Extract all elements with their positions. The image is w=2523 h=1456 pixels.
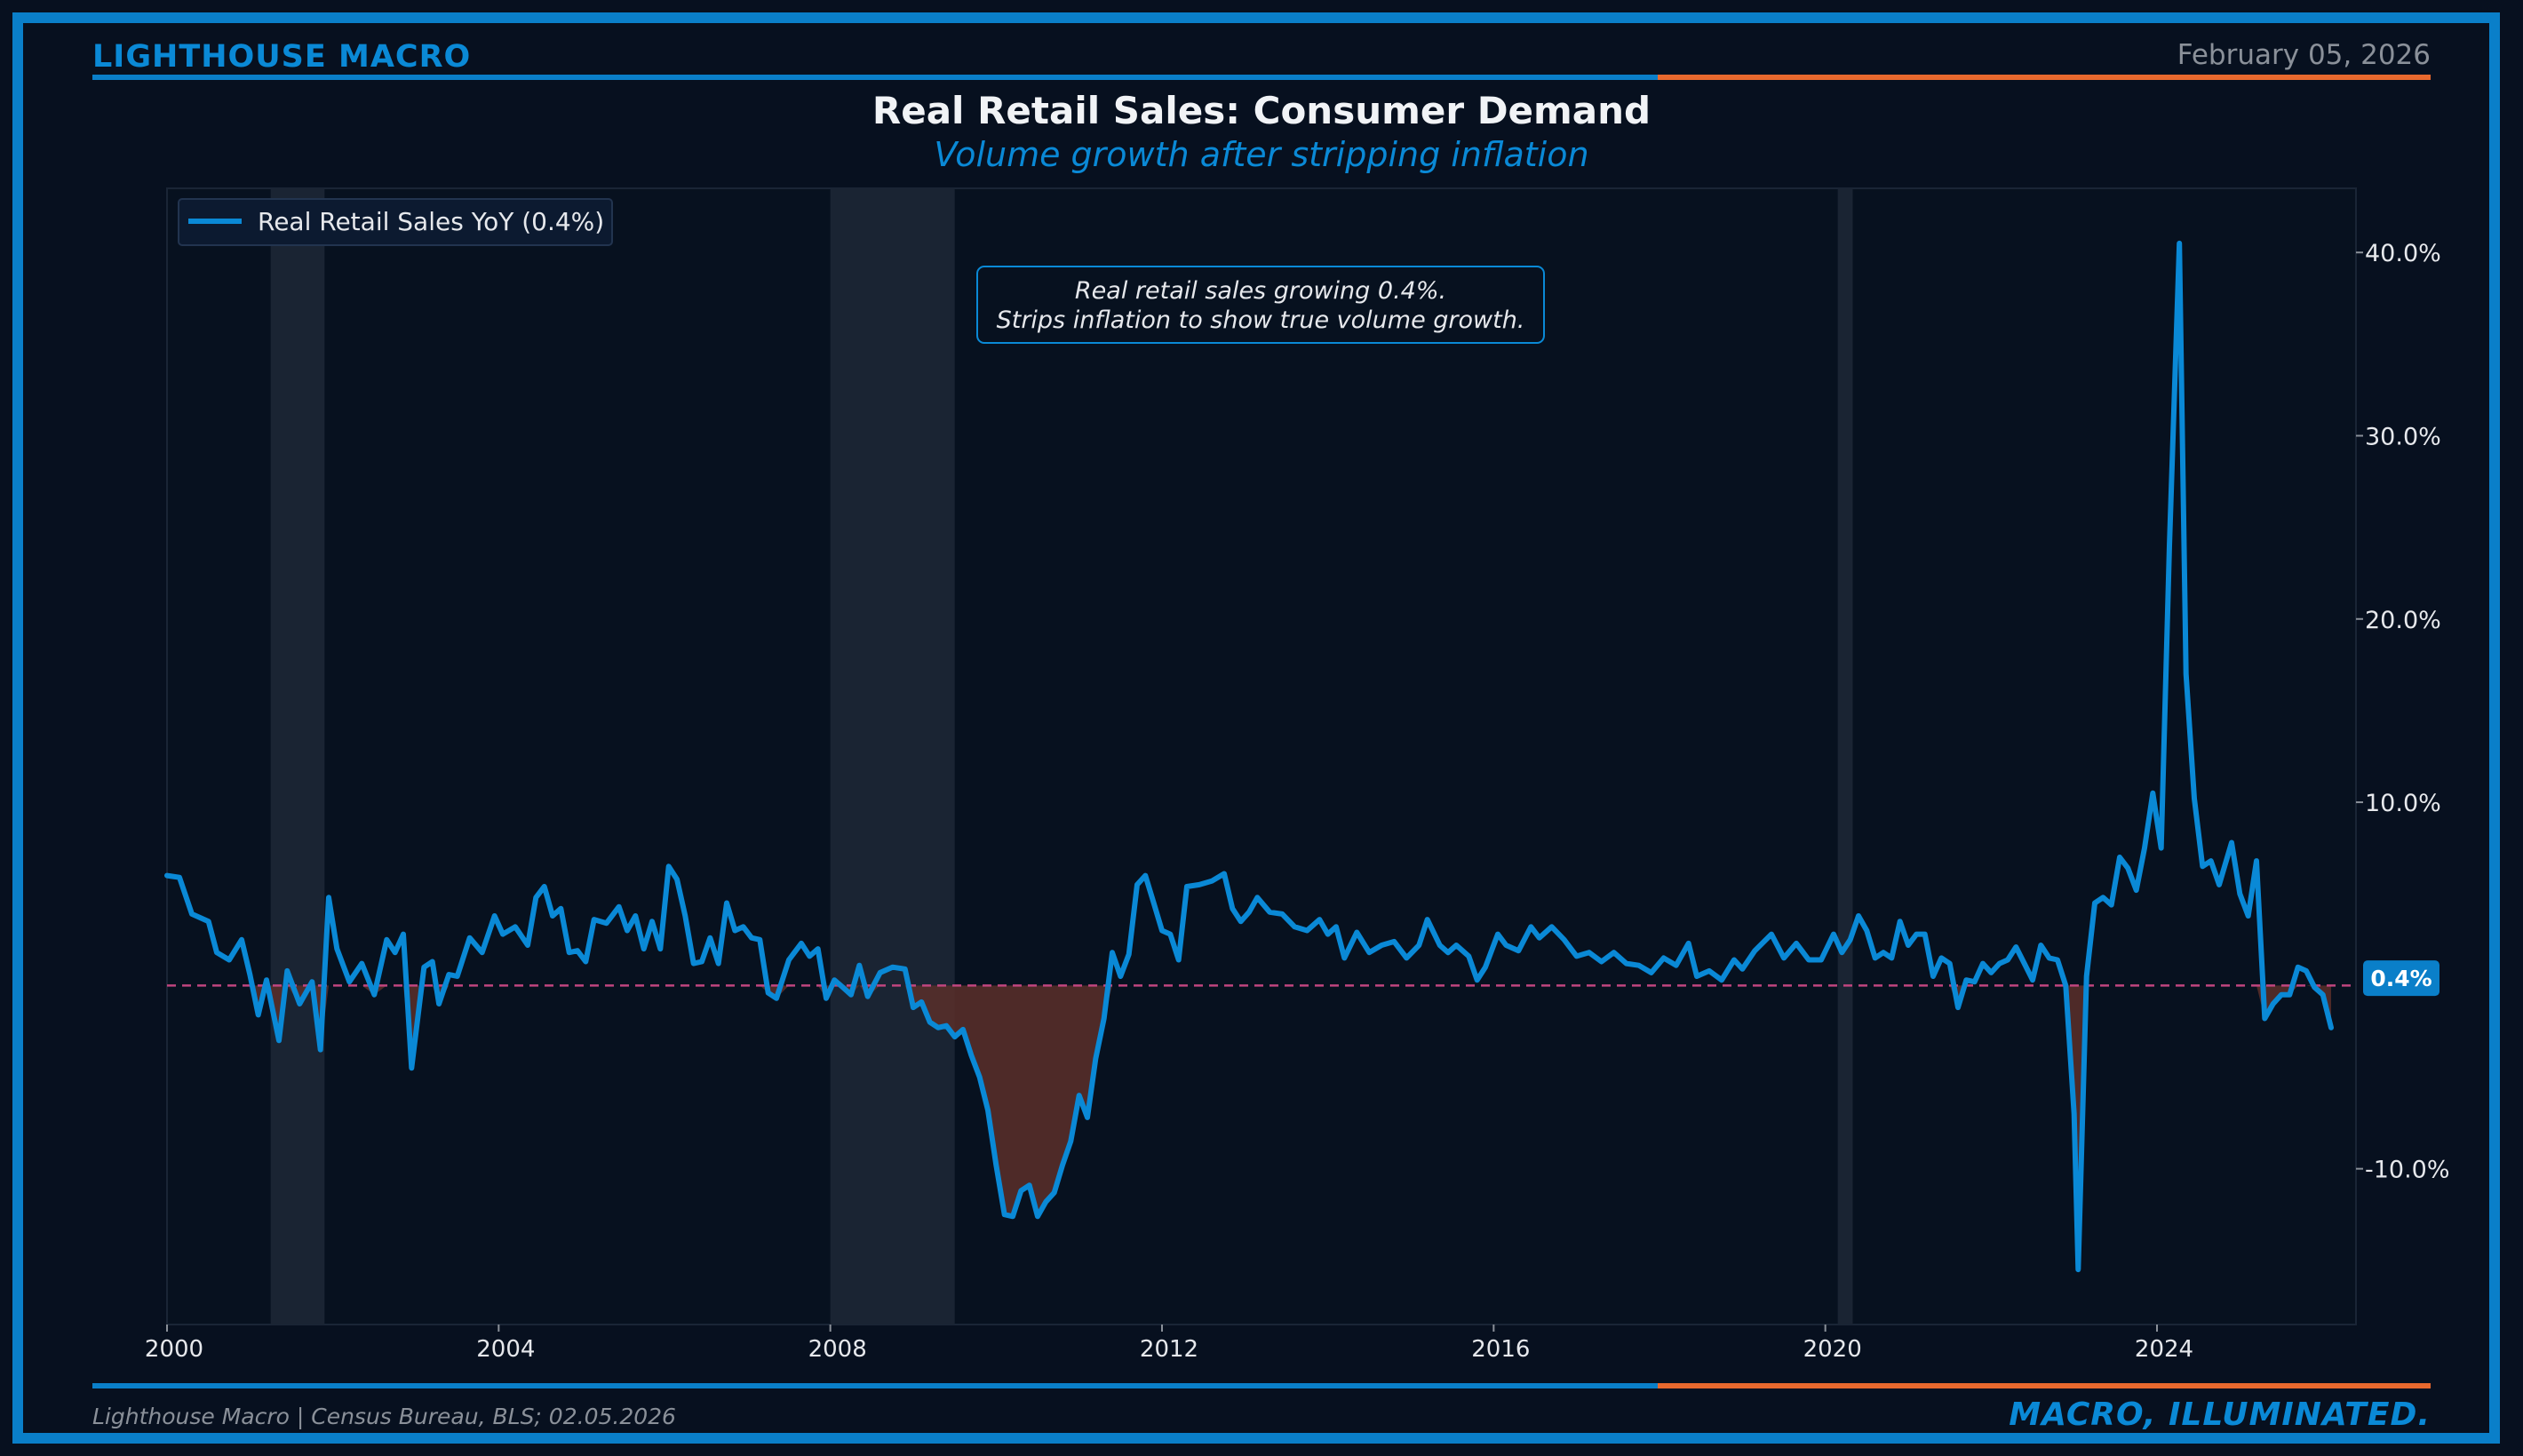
annotation-line-2: Strips inflation to show true volume gro… — [997, 306, 1525, 334]
x-tick-label-2004: 2004 — [476, 1336, 535, 1363]
plot-area — [166, 187, 2357, 1325]
header-rule-orange — [1658, 75, 2431, 80]
y-tick-label-2: 20.0% — [2365, 607, 2441, 634]
chart-title: Real Retail Sales: Consumer Demand — [872, 89, 1651, 132]
chart-subtitle: Volume growth after stripping inflation — [934, 135, 1589, 174]
header-rule-blue — [92, 75, 1658, 80]
legend-label: Real Retail Sales YoY (0.4%) — [258, 207, 604, 236]
footer-rule-blue — [92, 1383, 1658, 1388]
x-tick-label-2024: 2024 — [2135, 1336, 2193, 1363]
footer-rule-orange — [1658, 1383, 2431, 1388]
x-tick-label-2008: 2008 — [808, 1336, 867, 1363]
annotation-box: Real retail sales growing 0.4%. Strips i… — [976, 266, 1545, 344]
x-tick-label-2000: 2000 — [145, 1336, 203, 1363]
annotation-line-1: Real retail sales growing 0.4%. — [1075, 277, 1446, 305]
y-tick-label-1: 10.0% — [2365, 790, 2441, 817]
series-line-real-retail-sales — [164, 240, 2334, 1273]
report-date: February 05, 2026 — [2177, 39, 2431, 71]
x-tick-label-2012: 2012 — [1140, 1336, 1198, 1363]
x-tick-label-2016: 2016 — [1471, 1336, 1530, 1363]
frame-border — [12, 12, 2500, 1444]
x-tick-label-2020: 2020 — [1803, 1336, 1862, 1363]
recession-band-2 — [1837, 188, 1853, 1325]
last-value-badge: 0.4% — [2363, 960, 2439, 997]
legend: Real Retail Sales YoY (0.4%) — [178, 198, 613, 246]
y-tick-label-4: 40.0% — [2365, 240, 2441, 267]
recession-band-0 — [270, 188, 325, 1325]
y-tick-label-3: 30.0% — [2365, 423, 2441, 450]
brand-logo: LIGHTHOUSE MACRO — [92, 39, 472, 75]
recession-band-1 — [830, 188, 955, 1325]
y-tick-label-0: -10.0% — [2365, 1157, 2450, 1184]
last-value-label: 0.4% — [2370, 966, 2431, 991]
footer-source: Lighthouse Macro | Census Bureau, BLS; 0… — [92, 1404, 676, 1429]
footer-tagline: MACRO, ILLUMINATED. — [2009, 1396, 2431, 1433]
